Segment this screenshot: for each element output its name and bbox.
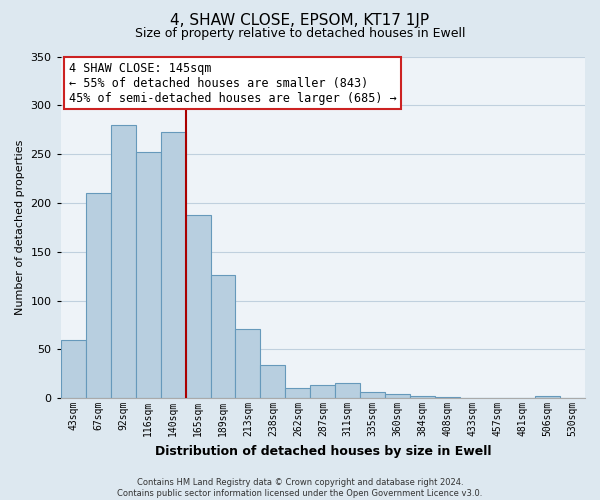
Bar [260,365,286,398]
Bar [385,394,410,398]
Bar [435,397,460,398]
Text: 4, SHAW CLOSE, EPSOM, KT17 1JP: 4, SHAW CLOSE, EPSOM, KT17 1JP [170,12,430,28]
Bar [361,392,385,398]
Bar [410,396,435,398]
Text: Contains HM Land Registry data © Crown copyright and database right 2024.
Contai: Contains HM Land Registry data © Crown c… [118,478,482,498]
Bar [335,384,361,398]
Bar [535,396,560,398]
Bar [185,214,211,398]
Text: Size of property relative to detached houses in Ewell: Size of property relative to detached ho… [135,28,465,40]
Bar [86,193,110,398]
X-axis label: Distribution of detached houses by size in Ewell: Distribution of detached houses by size … [155,444,491,458]
Bar [110,125,136,398]
Bar [286,388,310,398]
Y-axis label: Number of detached properties: Number of detached properties [15,140,25,315]
Bar [211,275,235,398]
Bar [310,386,335,398]
Bar [136,152,161,398]
Bar [235,329,260,398]
Text: 4 SHAW CLOSE: 145sqm
← 55% of detached houses are smaller (843)
45% of semi-deta: 4 SHAW CLOSE: 145sqm ← 55% of detached h… [68,62,397,104]
Bar [161,132,185,398]
Bar [61,340,86,398]
